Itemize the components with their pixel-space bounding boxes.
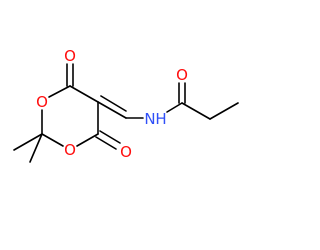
- atom-label: H: [155, 110, 166, 128]
- atom-label: O: [36, 93, 48, 111]
- atom-label: N: [144, 110, 155, 128]
- bond: [69, 85, 99, 103]
- atom-label: O: [176, 66, 188, 84]
- atom-label: O: [64, 47, 76, 65]
- bond: [76, 133, 99, 147]
- bond: [97, 101, 127, 119]
- bond: [181, 102, 211, 120]
- bonds: [13, 63, 239, 163]
- bond: [99, 130, 121, 144]
- bond: [95, 136, 117, 150]
- bond: [13, 133, 43, 151]
- bond: [48, 85, 71, 98]
- bond: [166, 102, 183, 113]
- bond: [209, 102, 239, 120]
- atom-label: O: [120, 143, 132, 161]
- bond: [100, 95, 127, 112]
- bond: [29, 133, 43, 163]
- atom-labels: O O O O O N H: [36, 47, 188, 161]
- atom-label: O: [64, 141, 76, 159]
- structure-diagram: O O O O O N H: [13, 47, 239, 163]
- bond: [41, 133, 64, 147]
